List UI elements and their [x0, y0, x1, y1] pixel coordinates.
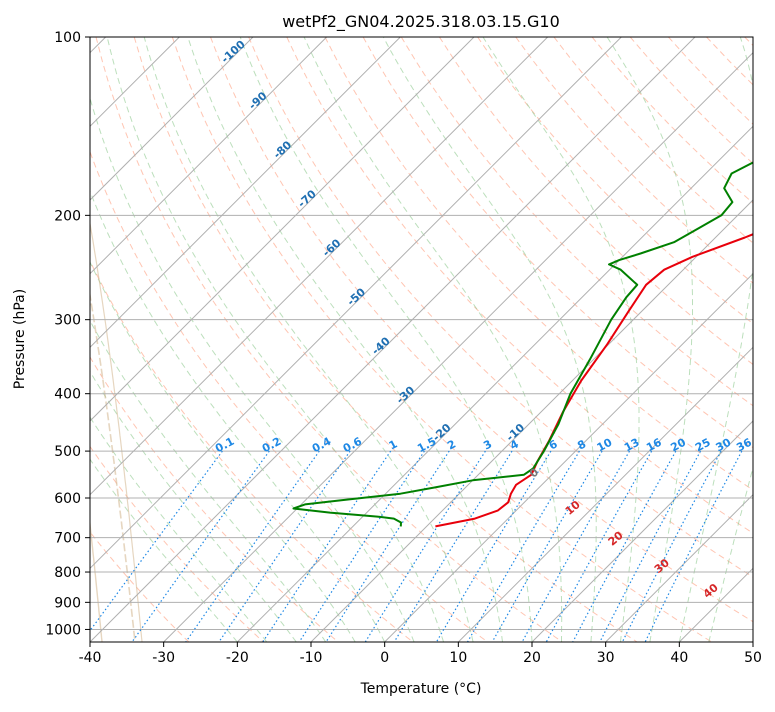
x-tick-label: -10 — [300, 650, 323, 666]
x-tick-label: -40 — [79, 650, 102, 666]
x-tick-label: -30 — [152, 650, 175, 666]
x-axis-label: Temperature (°C) — [360, 681, 482, 697]
y-tick-label: 200 — [54, 208, 81, 224]
y-tick-label: 600 — [54, 491, 81, 507]
y-tick-label: 500 — [54, 444, 81, 460]
y-tick-label: 700 — [54, 531, 81, 547]
y-tick-label: 400 — [54, 387, 81, 403]
x-tick-label: 40 — [670, 650, 688, 666]
x-tick-label: -20 — [226, 650, 249, 666]
x-tick-label: 50 — [744, 650, 762, 666]
x-tick-label: 0 — [380, 650, 389, 666]
y-tick-label: 100 — [54, 30, 81, 46]
y-tick-label: 300 — [54, 313, 81, 329]
x-tick-label: 20 — [523, 650, 541, 666]
y-axis-label: Pressure (hPa) — [12, 289, 28, 389]
x-tick-label: 10 — [449, 650, 467, 666]
x-tick-label: 30 — [597, 650, 615, 666]
y-tick-label: 800 — [54, 565, 81, 581]
y-tick-label: 900 — [54, 595, 81, 611]
chart-title: wetPf2_GN04.2025.318.03.15.G10 — [282, 12, 560, 32]
y-tick-label: 1000 — [45, 622, 81, 638]
